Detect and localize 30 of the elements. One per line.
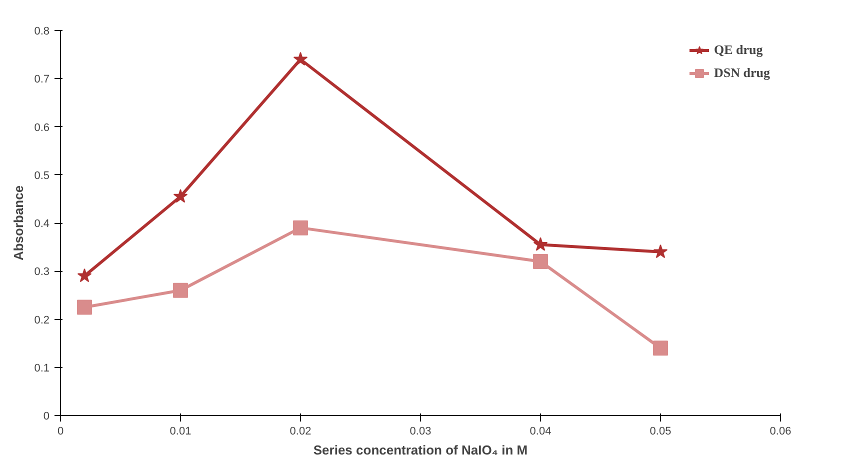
point: [533, 254, 548, 269]
point: [77, 268, 92, 282]
point: [77, 300, 92, 315]
y-tick-label: 0.4: [34, 218, 50, 230]
x-tick-label: 0: [57, 426, 64, 438]
point: [293, 220, 308, 236]
legend-label: DSN drug: [714, 65, 770, 81]
point: [173, 189, 188, 203]
point: [173, 282, 188, 298]
y-tick-label: 0.8: [34, 26, 50, 38]
y-tick-label: 0.6: [34, 122, 50, 134]
x-tick-label: 0.05: [650, 426, 672, 438]
point: [293, 52, 308, 66]
point: [533, 237, 548, 251]
point: [653, 340, 668, 356]
point: [653, 244, 668, 258]
y-tick-label: 0.7: [34, 74, 50, 86]
x-tick-label: 0.01: [170, 426, 192, 438]
y-tick-label: 0.5: [34, 170, 50, 182]
y-axis-title: Absorbance: [11, 185, 26, 261]
y-tick-label: 0.1: [34, 362, 50, 374]
x-axis-title: Series concentration of NaIO₄ in M: [313, 442, 528, 458]
y-tick-label: 0.2: [34, 314, 50, 326]
x-tick-label: 0.06: [770, 426, 792, 438]
y-tick-label: 0.3: [34, 266, 50, 278]
x-tick-label: 0.04: [530, 426, 552, 438]
legend-label: QE drug: [714, 42, 763, 58]
x-tick-label: 0.02: [290, 426, 312, 438]
y-tick-label: 0: [43, 410, 50, 422]
x-tick-label: 0.03: [410, 426, 432, 438]
